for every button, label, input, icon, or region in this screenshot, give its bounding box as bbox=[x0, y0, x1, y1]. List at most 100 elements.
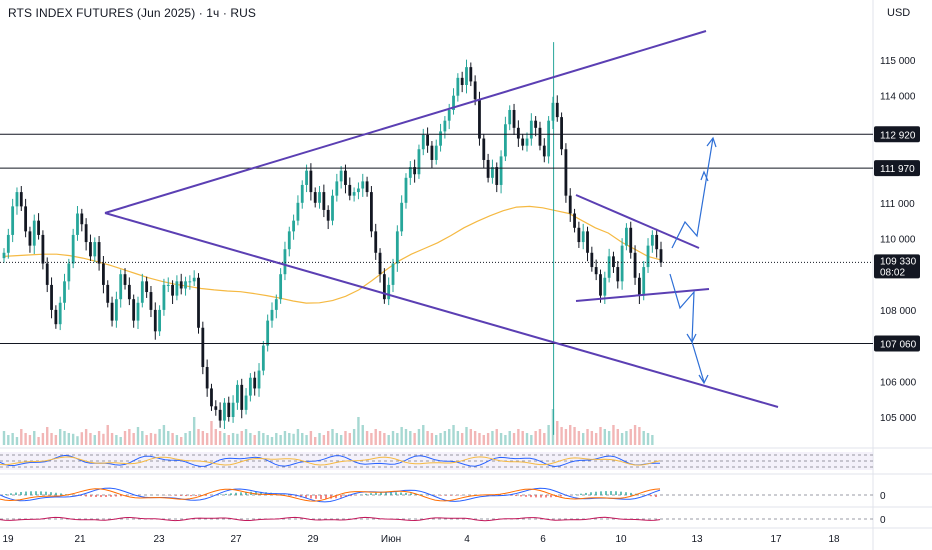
triangle-upper-line[interactable] bbox=[575, 194, 700, 249]
volume-bar bbox=[154, 433, 157, 445]
candle-body bbox=[586, 231, 589, 253]
trendline-drawings[interactable] bbox=[104, 30, 779, 408]
volume-bar bbox=[646, 433, 650, 445]
candle-body bbox=[538, 127, 542, 146]
oscillator-2-bar bbox=[195, 495, 197, 497]
volume-bar bbox=[603, 429, 607, 445]
candle-body bbox=[227, 402, 231, 417]
oscillator-2-line-a bbox=[0, 487, 661, 503]
candle-body bbox=[560, 117, 563, 150]
volume-bar bbox=[482, 435, 485, 445]
candle-body bbox=[140, 281, 144, 303]
candle-body bbox=[637, 277, 641, 296]
volume-bar bbox=[599, 427, 602, 445]
time-axis[interactable]: 19 21 23 27 29 Июн 4 6 10 13 17 18 bbox=[2, 534, 840, 545]
oscillator-2-bar bbox=[625, 492, 627, 495]
volume-bar bbox=[551, 409, 555, 445]
triangle-lower-line[interactable] bbox=[575, 288, 710, 302]
oscillator-pane-1 bbox=[0, 452, 873, 470]
oscillator-2-bar bbox=[280, 494, 282, 495]
trendline-upper[interactable] bbox=[104, 30, 707, 214]
oscillator-2-bar bbox=[610, 491, 612, 495]
arrowhead-down-1-icon bbox=[686, 333, 697, 344]
candle-body bbox=[19, 192, 23, 207]
volume-bar bbox=[465, 427, 468, 445]
horizontal-levels[interactable]: 112 920 111 970 107 060 bbox=[0, 126, 920, 352]
oscillator-2-bar bbox=[320, 495, 322, 499]
candle-body bbox=[2, 252, 6, 259]
oscillator-2-bar bbox=[5, 494, 7, 495]
oscillator-2-bar bbox=[100, 495, 102, 498]
oscillator-2-bar bbox=[205, 495, 207, 496]
oscillator-2-bar bbox=[445, 495, 447, 496]
candle-body bbox=[184, 281, 187, 289]
candle-body bbox=[158, 309, 162, 332]
candle-body bbox=[378, 252, 382, 275]
price-axis[interactable]: 115 000 114 000 111 000 110 000 108 000 106 0… bbox=[880, 56, 917, 424]
oscillator-2-bar bbox=[45, 491, 47, 495]
candle-body bbox=[218, 409, 222, 421]
volume-bar bbox=[517, 429, 520, 445]
projection-down-path[interactable] bbox=[669, 273, 705, 383]
volume-bar bbox=[556, 421, 559, 445]
candle-body bbox=[460, 77, 464, 85]
projection-up-path[interactable] bbox=[671, 137, 714, 249]
oscillator-1-band bbox=[0, 452, 873, 470]
candle-body bbox=[270, 309, 274, 321]
candle-body bbox=[365, 181, 369, 193]
candle-body bbox=[123, 274, 127, 285]
candle-body bbox=[214, 406, 218, 410]
volume-bar bbox=[422, 425, 425, 445]
volume-bar bbox=[188, 431, 192, 445]
volume-bar bbox=[625, 431, 628, 445]
volume-bar bbox=[404, 429, 408, 445]
volume-bar bbox=[452, 425, 455, 445]
candle-body bbox=[236, 384, 239, 403]
candle-body bbox=[361, 181, 365, 189]
candle-body bbox=[491, 167, 494, 178]
level-label-2: 107 060 bbox=[880, 339, 917, 350]
volume-bar bbox=[577, 431, 581, 445]
oscillator-pane-3: 0 bbox=[0, 515, 886, 526]
oscillator-1-line-a bbox=[0, 454, 661, 468]
projection-arrows[interactable] bbox=[669, 136, 717, 385]
volume-bar bbox=[115, 435, 118, 445]
oscillator-2-bar bbox=[380, 492, 382, 495]
candle-body bbox=[279, 274, 283, 300]
candle-body bbox=[633, 252, 637, 278]
volume-bar bbox=[413, 433, 416, 445]
candle-body bbox=[331, 195, 334, 221]
chart-title: RTS INDEX FUTURES (Jun 2025) · 1ч · RUS bbox=[8, 6, 256, 20]
oscillator-2-bar bbox=[310, 495, 312, 499]
candle-body bbox=[97, 242, 101, 264]
oscillator-3-zero-label: 0 bbox=[880, 515, 886, 526]
currency-label[interactable]: USD bbox=[887, 7, 911, 19]
candle-body bbox=[300, 184, 304, 203]
volume-bar bbox=[149, 433, 153, 445]
candle-body bbox=[430, 145, 434, 160]
candle-body bbox=[564, 149, 568, 196]
candle-body bbox=[54, 309, 58, 325]
time-tick-label: 17 bbox=[770, 534, 782, 545]
volume-bar bbox=[629, 429, 632, 445]
candle-body bbox=[67, 263, 71, 282]
oscillator-2-bar bbox=[600, 491, 602, 495]
candle-body bbox=[84, 224, 88, 243]
countdown-label: 08:02 bbox=[880, 267, 905, 278]
volume-bar bbox=[547, 425, 550, 445]
candle-body bbox=[266, 320, 270, 346]
volume-bar bbox=[365, 431, 369, 445]
price-tick-label: 111 000 bbox=[880, 199, 915, 210]
volume-bar bbox=[171, 433, 174, 445]
candle-body bbox=[145, 281, 149, 293]
volume-bar bbox=[638, 427, 641, 445]
current-price-badge-bg bbox=[874, 254, 920, 279]
candle-body bbox=[503, 124, 507, 157]
trendline-lower[interactable] bbox=[104, 212, 779, 408]
oscillator-2-bar bbox=[110, 495, 112, 497]
oscillator-2-bar bbox=[335, 495, 337, 499]
volume-bar bbox=[218, 431, 222, 445]
oscillator-2-bar bbox=[175, 495, 177, 496]
oscillator-2-bar bbox=[130, 495, 132, 496]
